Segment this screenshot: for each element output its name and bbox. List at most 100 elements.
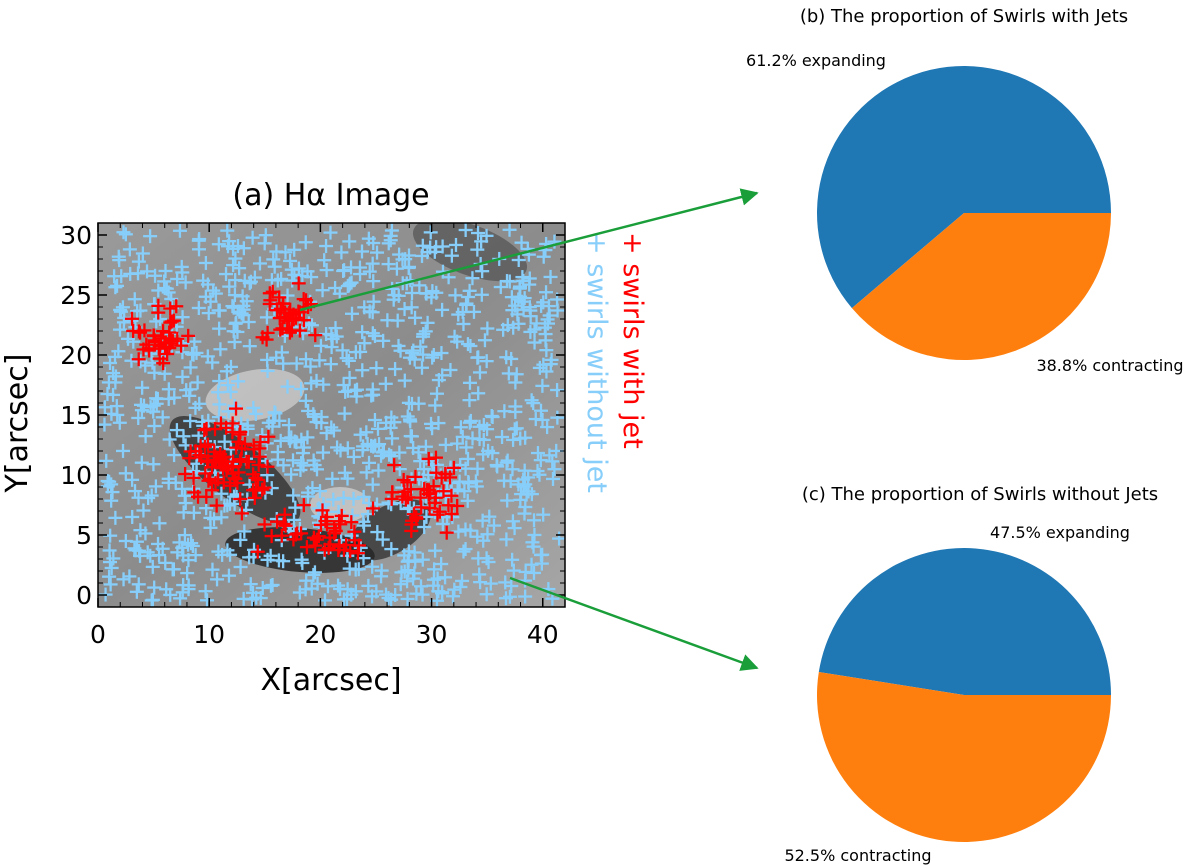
dark-lane-1 xyxy=(169,416,301,524)
swirl-without-jet-marker xyxy=(122,242,137,257)
swirl-without-jet-marker xyxy=(226,241,241,256)
swirl-without-jet-marker xyxy=(435,302,450,317)
swirl-without-jet-marker xyxy=(172,223,187,238)
swirl-without-jet-marker xyxy=(151,283,166,298)
swirl-without-jet-marker xyxy=(134,403,149,418)
swirl-without-jet-marker xyxy=(170,271,185,286)
swirl-without-jet-marker xyxy=(354,244,369,259)
swirl-without-jet-marker xyxy=(380,313,395,328)
swirl-without-jet-marker xyxy=(134,455,149,470)
swirl-without-jet-marker xyxy=(177,528,192,543)
panel-b-title: (b) The proportion of Swirls with Jets xyxy=(800,6,1128,27)
swirl-without-jet-marker xyxy=(260,552,275,567)
swirl-without-jet-marker xyxy=(539,343,554,358)
swirl-without-jet-marker xyxy=(404,300,419,315)
swirl-without-jet-marker xyxy=(470,242,485,257)
swirl-without-jet-marker xyxy=(274,345,289,360)
swirl-with-jet-marker xyxy=(277,310,292,325)
y-tick-label: 5 xyxy=(76,521,92,550)
swirl-without-jet-marker xyxy=(453,420,468,435)
pie-slice-expanding xyxy=(817,66,1111,309)
swirl-without-jet-marker xyxy=(316,445,331,460)
swirl-without-jet-marker xyxy=(434,346,449,361)
swirl-without-jet-marker xyxy=(306,407,321,422)
swirl-with-jet-marker xyxy=(444,506,459,521)
swirl-without-jet-marker xyxy=(307,409,322,424)
swirl-without-jet-marker xyxy=(242,339,257,354)
swirl-without-jet-marker xyxy=(226,258,241,273)
swirl-without-jet-marker xyxy=(221,404,236,419)
swirl-without-jet-marker xyxy=(463,413,478,428)
swirl-without-jet-marker xyxy=(420,315,435,330)
swirl-without-jet-marker xyxy=(452,474,467,489)
x-tick-label: 20 xyxy=(304,620,336,649)
swirl-without-jet-marker xyxy=(407,352,422,367)
swirl-with-jet-marker xyxy=(318,514,333,529)
swirl-without-jet-marker xyxy=(184,536,199,551)
swirl-without-jet-marker xyxy=(365,256,380,271)
swirl-without-jet-marker xyxy=(508,375,523,390)
swirl-with-jet-marker xyxy=(436,484,451,499)
swirl-without-jet-marker xyxy=(125,472,140,487)
swirl-without-jet-marker xyxy=(104,560,119,575)
swirl-without-jet-marker xyxy=(502,274,517,289)
swirl-without-jet-marker xyxy=(460,451,475,466)
swirl-without-jet-marker xyxy=(145,559,160,574)
swirl-without-jet-marker xyxy=(471,226,486,241)
swirl-without-jet-marker xyxy=(359,465,374,480)
swirl-without-jet-marker xyxy=(543,357,558,372)
swirl-without-jet-marker xyxy=(237,524,252,539)
swirl-without-jet-marker xyxy=(389,261,404,276)
swirl-without-jet-marker xyxy=(342,234,357,249)
swirl-without-jet-marker xyxy=(255,428,270,443)
swirl-without-jet-marker xyxy=(104,477,119,492)
swirl-without-jet-marker xyxy=(406,343,421,358)
swirl-without-jet-marker xyxy=(364,438,379,453)
swirl-with-jet-marker xyxy=(336,542,351,557)
swirl-without-jet-marker xyxy=(342,276,357,291)
swirl-without-jet-marker xyxy=(106,551,121,566)
swirl-without-jet-marker xyxy=(186,347,201,362)
swirl-without-jet-marker xyxy=(357,336,372,351)
swirl-without-jet-marker xyxy=(365,559,380,574)
swirl-with-jet-marker xyxy=(162,341,177,356)
swirl-without-jet-marker xyxy=(344,260,359,275)
swirl-without-jet-marker xyxy=(427,562,442,577)
swirl-without-jet-marker xyxy=(490,459,505,474)
swirl-with-jet-marker xyxy=(151,298,166,313)
swirl-without-jet-marker xyxy=(523,303,538,318)
swirl-without-jet-marker xyxy=(462,375,477,390)
swirl-without-jet-marker xyxy=(233,560,248,575)
swirl-without-jet-marker xyxy=(511,292,526,307)
swirl-without-jet-marker xyxy=(211,385,226,400)
swirl-without-jet-marker xyxy=(376,333,391,348)
swirl-without-jet-marker xyxy=(108,280,123,295)
swirl-without-jet-marker xyxy=(249,590,264,605)
swirl-with-jet-marker xyxy=(182,451,197,466)
swirl-without-jet-marker xyxy=(234,306,249,321)
halpha-image xyxy=(98,223,565,607)
swirl-without-jet-marker xyxy=(518,500,533,515)
swirl-without-jet-marker xyxy=(98,417,112,432)
swirl-without-jet-marker xyxy=(206,283,221,298)
swirl-without-jet-marker xyxy=(228,273,243,288)
swirl-without-jet-marker xyxy=(365,326,380,341)
swirl-without-jet-marker xyxy=(425,350,440,365)
swirl-without-jet-marker xyxy=(122,569,137,584)
swirl-without-jet-marker xyxy=(103,577,118,592)
swirl-without-jet-marker xyxy=(471,551,486,566)
swirl-without-jet-marker xyxy=(162,432,177,447)
swirl-with-jet-marker xyxy=(260,459,275,474)
swirl-with-jet-marker xyxy=(321,541,336,556)
swirl-without-jet-marker xyxy=(370,525,385,540)
swirl-with-jet-marker xyxy=(286,532,301,547)
swirl-without-jet-marker xyxy=(408,310,423,325)
swirl-without-jet-marker xyxy=(226,324,241,339)
legend-swirls-with-jet: + swirls with jet xyxy=(617,232,648,449)
swirl-without-jet-marker xyxy=(526,539,541,554)
swirl-without-jet-marker xyxy=(388,362,403,377)
swirl-without-jet-marker xyxy=(144,593,159,607)
swirl-without-jet-marker xyxy=(359,425,374,440)
swirl-without-jet-marker xyxy=(465,271,480,286)
swirl-without-jet-marker xyxy=(507,521,522,536)
